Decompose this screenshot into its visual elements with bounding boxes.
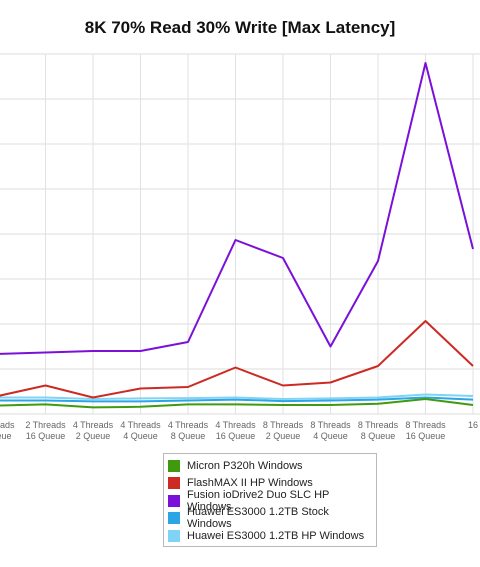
- chart-title: 8K 70% Read 30% Write [Max Latency]: [84, 18, 396, 37]
- legend-swatch: [168, 512, 180, 525]
- x-tick-label: 2 Queue: [76, 431, 111, 441]
- series-lines: [0, 62, 474, 409]
- x-tick-label: 2 Queue: [266, 431, 301, 441]
- legend-label: Micron P320h Windows: [187, 459, 303, 472]
- x-tick-label: 8 Threads: [405, 420, 446, 430]
- x-tick-label: 16 Queue: [216, 431, 256, 441]
- chart-legend: Micron P320h Windows FlashMAX II HP Windo…: [163, 453, 377, 547]
- legend-label: Huawei ES3000 1.2TB HP Windows: [187, 529, 365, 542]
- series-line-micron-p320h-windows: [0, 398, 474, 409]
- legend-swatch: [168, 459, 180, 472]
- legend-swatch: [168, 494, 180, 507]
- x-tick-label: Threads: [0, 420, 15, 430]
- legend-entry: FlashMAX II HP Windows: [168, 475, 376, 493]
- x-tick-label: 4 Threads: [73, 420, 114, 430]
- legend-entry: Fusion ioDrive2 Duo SLC HP Windows: [168, 488, 376, 513]
- x-tick-label: 8 Queue: [171, 431, 206, 441]
- x-tick-label: 4 Queue: [123, 431, 158, 441]
- series-line-flashmax-ii-hp-windows: [0, 320, 474, 399]
- legend-swatch: [168, 529, 180, 542]
- x-tick-label: 4 Threads: [168, 420, 209, 430]
- grid-lines: [0, 53, 480, 415]
- legend-label: FlashMAX II HP Windows: [187, 477, 313, 490]
- x-tick-label: 8 Threads: [263, 420, 304, 430]
- series-line-huawei-es3000-1-2tb-hp-windows: [0, 393, 474, 400]
- x-tick-label: 4 Queue: [313, 431, 348, 441]
- x-tick-label: 8 Threads: [358, 420, 399, 430]
- x-tick-label: 16 Queue: [406, 431, 446, 441]
- x-tick-label: 16: [468, 420, 478, 430]
- x-tick-label: Queue: [0, 431, 12, 441]
- series-line-fusion-iodrive2-duo-slc-hp-windows: [0, 62, 474, 355]
- legend-label: Huawei ES3000 1.2TB Stock Windows: [186, 506, 329, 531]
- x-tick-label: 2 Threads: [25, 420, 66, 430]
- legend-entry: Micron P320h Windows: [168, 457, 376, 475]
- x-tick-label: 16 Queue: [26, 431, 66, 441]
- x-tick-label: 8 Threads: [310, 420, 351, 430]
- x-tick-label: 4 Threads: [120, 420, 161, 430]
- x-tick-label: 8 Queue: [361, 431, 396, 441]
- legend-label: Fusion ioDrive2 Duo SLC HP Windows: [186, 488, 330, 513]
- legend-swatch: [168, 477, 180, 490]
- x-tick-label: 4 Threads: [215, 420, 256, 430]
- legend-entry: Huawei ES3000 1.2TB HP Windows: [168, 527, 376, 545]
- legend-entry: Huawei ES3000 1.2TB Stock Windows: [168, 506, 376, 530]
- series-line-huawei-es3000-1-2tb-stock-windows: [0, 396, 474, 403]
